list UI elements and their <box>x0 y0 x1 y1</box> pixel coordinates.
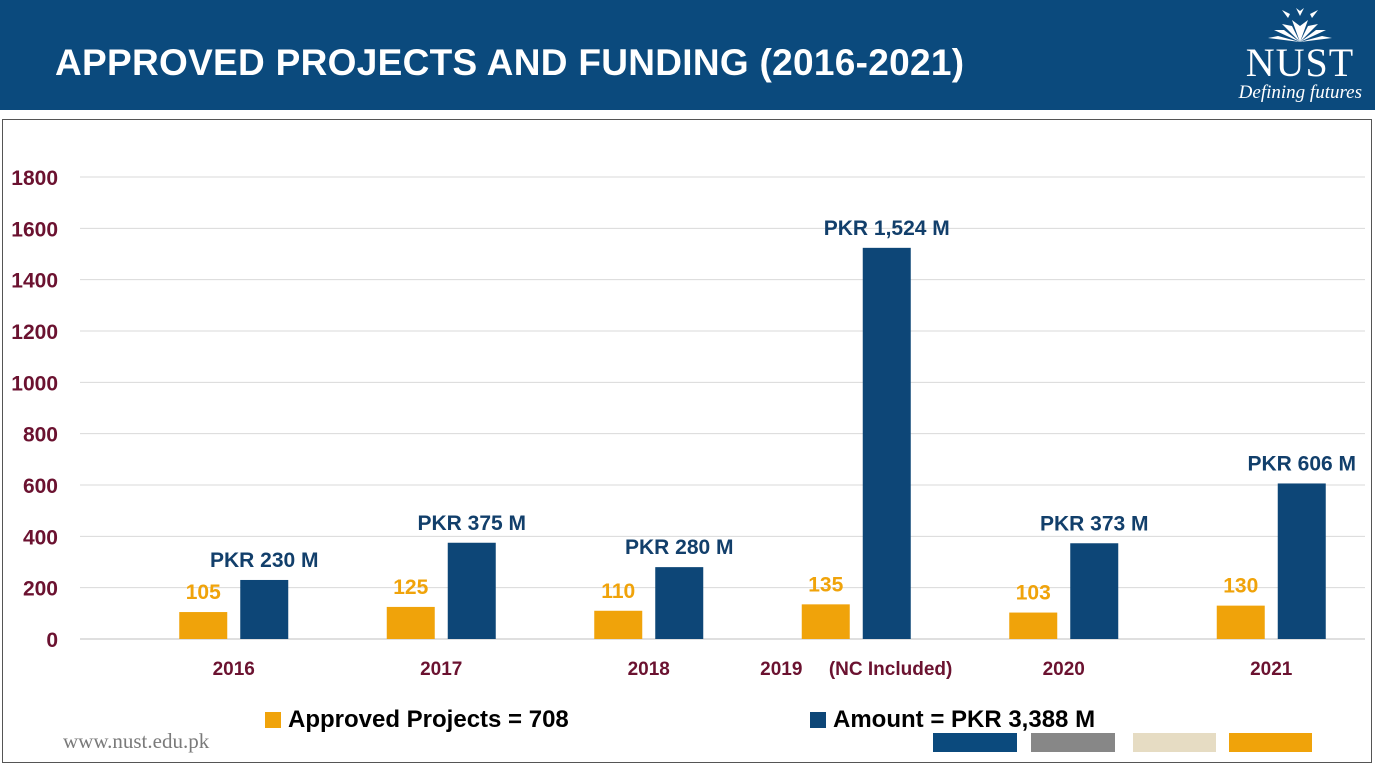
legend-swatch-amount <box>810 712 826 728</box>
legend-amount: Amount = PKR 3,388 M <box>810 704 1095 736</box>
x-tick-label: 2016 <box>213 659 255 680</box>
data-label-amount: PKR 1,524 M <box>824 217 950 240</box>
y-tick-label: 1400 <box>11 270 58 293</box>
footer-stripe-beige <box>1133 733 1216 752</box>
legend-label-projects: Approved Projects = 708 <box>288 706 569 733</box>
y-tick-label: 400 <box>23 526 58 549</box>
nust-logo: NUST Defining futures <box>1232 6 1368 104</box>
legend-projects: Approved Projects = 708 <box>265 704 569 736</box>
footer-stripe-gray <box>1031 733 1115 752</box>
y-tick-label: 1000 <box>11 372 58 395</box>
data-label-projects: 103 <box>1016 582 1051 605</box>
bar-projects <box>801 604 850 639</box>
bar-projects <box>179 612 228 639</box>
footer-stripe-blue <box>933 733 1017 752</box>
y-tick-label: 1800 <box>11 167 58 190</box>
y-tick-label: 800 <box>23 424 58 447</box>
bar-amount <box>1070 543 1119 639</box>
bar-projects <box>1216 605 1265 639</box>
y-tick-label: 600 <box>23 475 58 498</box>
y-tick-label: 200 <box>23 578 58 601</box>
logo-tagline: Defining futures <box>1238 82 1362 103</box>
x-tick-label: 2019 (NC Included) <box>760 659 952 680</box>
data-label-projects: 135 <box>808 573 843 596</box>
y-tick-label: 1600 <box>11 218 58 241</box>
bar-amount <box>447 542 496 639</box>
logo-wordmark: NUST <box>1245 40 1355 85</box>
bar-projects <box>386 606 435 639</box>
x-tick-label: 2020 <box>1043 659 1085 680</box>
footer-stripe-orange <box>1229 733 1312 752</box>
slide-title: APPROVED PROJECTS AND FUNDING (2016-2021… <box>55 42 965 83</box>
data-label-amount: PKR 230 M <box>210 549 319 572</box>
website-url: www.nust.edu.pk <box>63 729 210 753</box>
data-label-projects: 125 <box>393 576 428 599</box>
y-tick-label: 0 <box>46 629 58 652</box>
legend-swatch-projects <box>265 712 281 728</box>
crest-icon <box>1268 8 1332 42</box>
bar-projects <box>594 610 643 639</box>
bar-amount <box>655 567 704 639</box>
chart-frame <box>2 119 1372 763</box>
legend-label-amount: Amount = PKR 3,388 M <box>833 706 1096 733</box>
data-label-amount: PKR 280 M <box>625 536 734 559</box>
x-tick-label: 2018 <box>628 659 670 680</box>
data-label-amount: PKR 606 M <box>1247 452 1356 475</box>
x-tick-label: 2021 <box>1250 659 1293 680</box>
bar-amount <box>240 579 289 639</box>
bar-amount <box>1277 483 1326 639</box>
data-label-projects: 130 <box>1223 575 1258 598</box>
data-label-amount: PKR 373 M <box>1040 512 1149 535</box>
data-label-projects: 105 <box>186 581 221 604</box>
x-tick-label: 2017 <box>420 659 462 680</box>
slide-header: APPROVED PROJECTS AND FUNDING (2016-2021… <box>0 0 1375 110</box>
bar-projects <box>1009 612 1058 639</box>
data-label-amount: PKR 375 M <box>417 512 526 535</box>
bar-amount <box>862 247 911 639</box>
y-tick-label: 1200 <box>11 321 58 344</box>
data-label-projects: 110 <box>601 580 635 603</box>
